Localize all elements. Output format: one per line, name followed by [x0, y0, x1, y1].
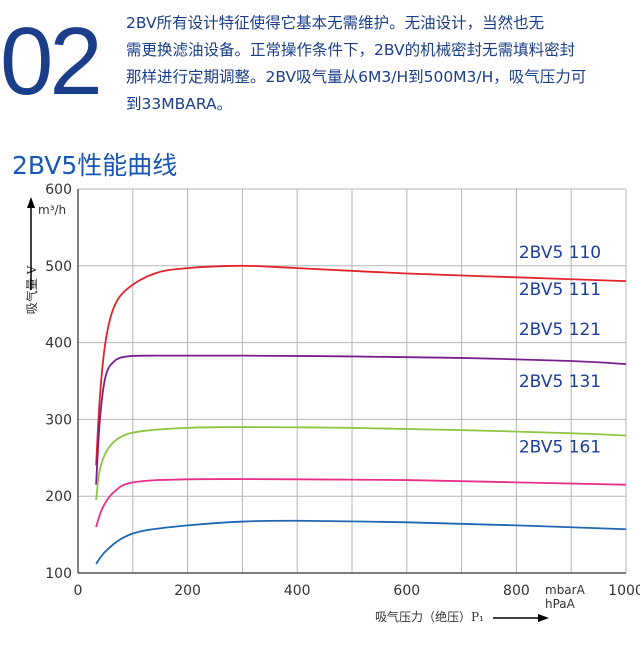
- intro-line-3: 那样进行定期调整。2BV吸气量从6M3/H到500M3/H，吸气压力可: [126, 68, 587, 86]
- y-axis-arrow: [27, 197, 35, 290]
- section-number: 02: [0, 8, 103, 115]
- series-line-2bv5-111: [95, 478, 627, 528]
- y-tick-label: 100: [45, 566, 72, 582]
- series-line-2bv5-110: [95, 519, 627, 565]
- x-axis-unit-hpa: hPaA: [545, 597, 576, 611]
- x-tick-label: 800: [503, 583, 530, 599]
- x-tick-label: 1000: [608, 583, 640, 599]
- x-tick-label: 400: [284, 583, 311, 599]
- series-label-2bv5-131: 2BV5 131: [519, 372, 601, 392]
- intro-line-2: 需更换滤油设备。正常操作条件下，2BV的机械密封无需填料密封: [126, 41, 576, 59]
- x-tick-label: 200: [174, 583, 201, 599]
- chart-series-labels: 2BV5 161 2BV5 131 2BV5 121 2BV5 111 2BV5 110: [519, 243, 601, 457]
- y-tick-label: 400: [45, 336, 72, 352]
- x-axis-unit-mbar: mbarA: [545, 583, 586, 597]
- y-tick-label: 200: [45, 489, 72, 505]
- intro-text: 2BV所有设计特征使得它基本无需维护。无油设计，当然也无 需更换滤油设备。正常操…: [126, 10, 636, 118]
- chart-tick-labels: 100 200 300 400 500 600 0 200 400 600 800 1000: [45, 182, 640, 599]
- series-line-2bv5-131: [95, 354, 627, 485]
- series-line-2bv5-121: [95, 426, 627, 501]
- intro-line-1: 2BV所有设计特征使得它基本无需维护。无油设计，当然也无: [126, 14, 545, 32]
- chart-title: 2BV5性能曲线: [12, 151, 178, 180]
- series-label-2bv5-111: 2BV5 111: [519, 280, 601, 300]
- x-axis-arrow: [493, 614, 549, 622]
- series-label-2bv5-110: 2BV5 110: [519, 243, 601, 263]
- series-label-2bv5-121: 2BV5 121: [519, 320, 601, 340]
- y-tick-label: 600: [45, 182, 72, 198]
- intro-line-4: 到33MBARA。: [126, 95, 233, 113]
- x-tick-label: 0: [74, 583, 83, 599]
- y-axis-unit: m³/h: [38, 203, 66, 217]
- chart-series: [95, 264, 627, 565]
- x-tick-label: 600: [393, 583, 420, 599]
- chart-axes: [77, 189, 626, 574]
- series-line-2bv5-161: [95, 264, 627, 466]
- y-tick-label: 500: [45, 259, 72, 275]
- series-label-2bv5-161: 2BV5 161: [519, 437, 601, 457]
- y-tick-label: 300: [45, 412, 72, 428]
- x-axis-label: 吸气压力（绝压）P₁: [375, 609, 484, 624]
